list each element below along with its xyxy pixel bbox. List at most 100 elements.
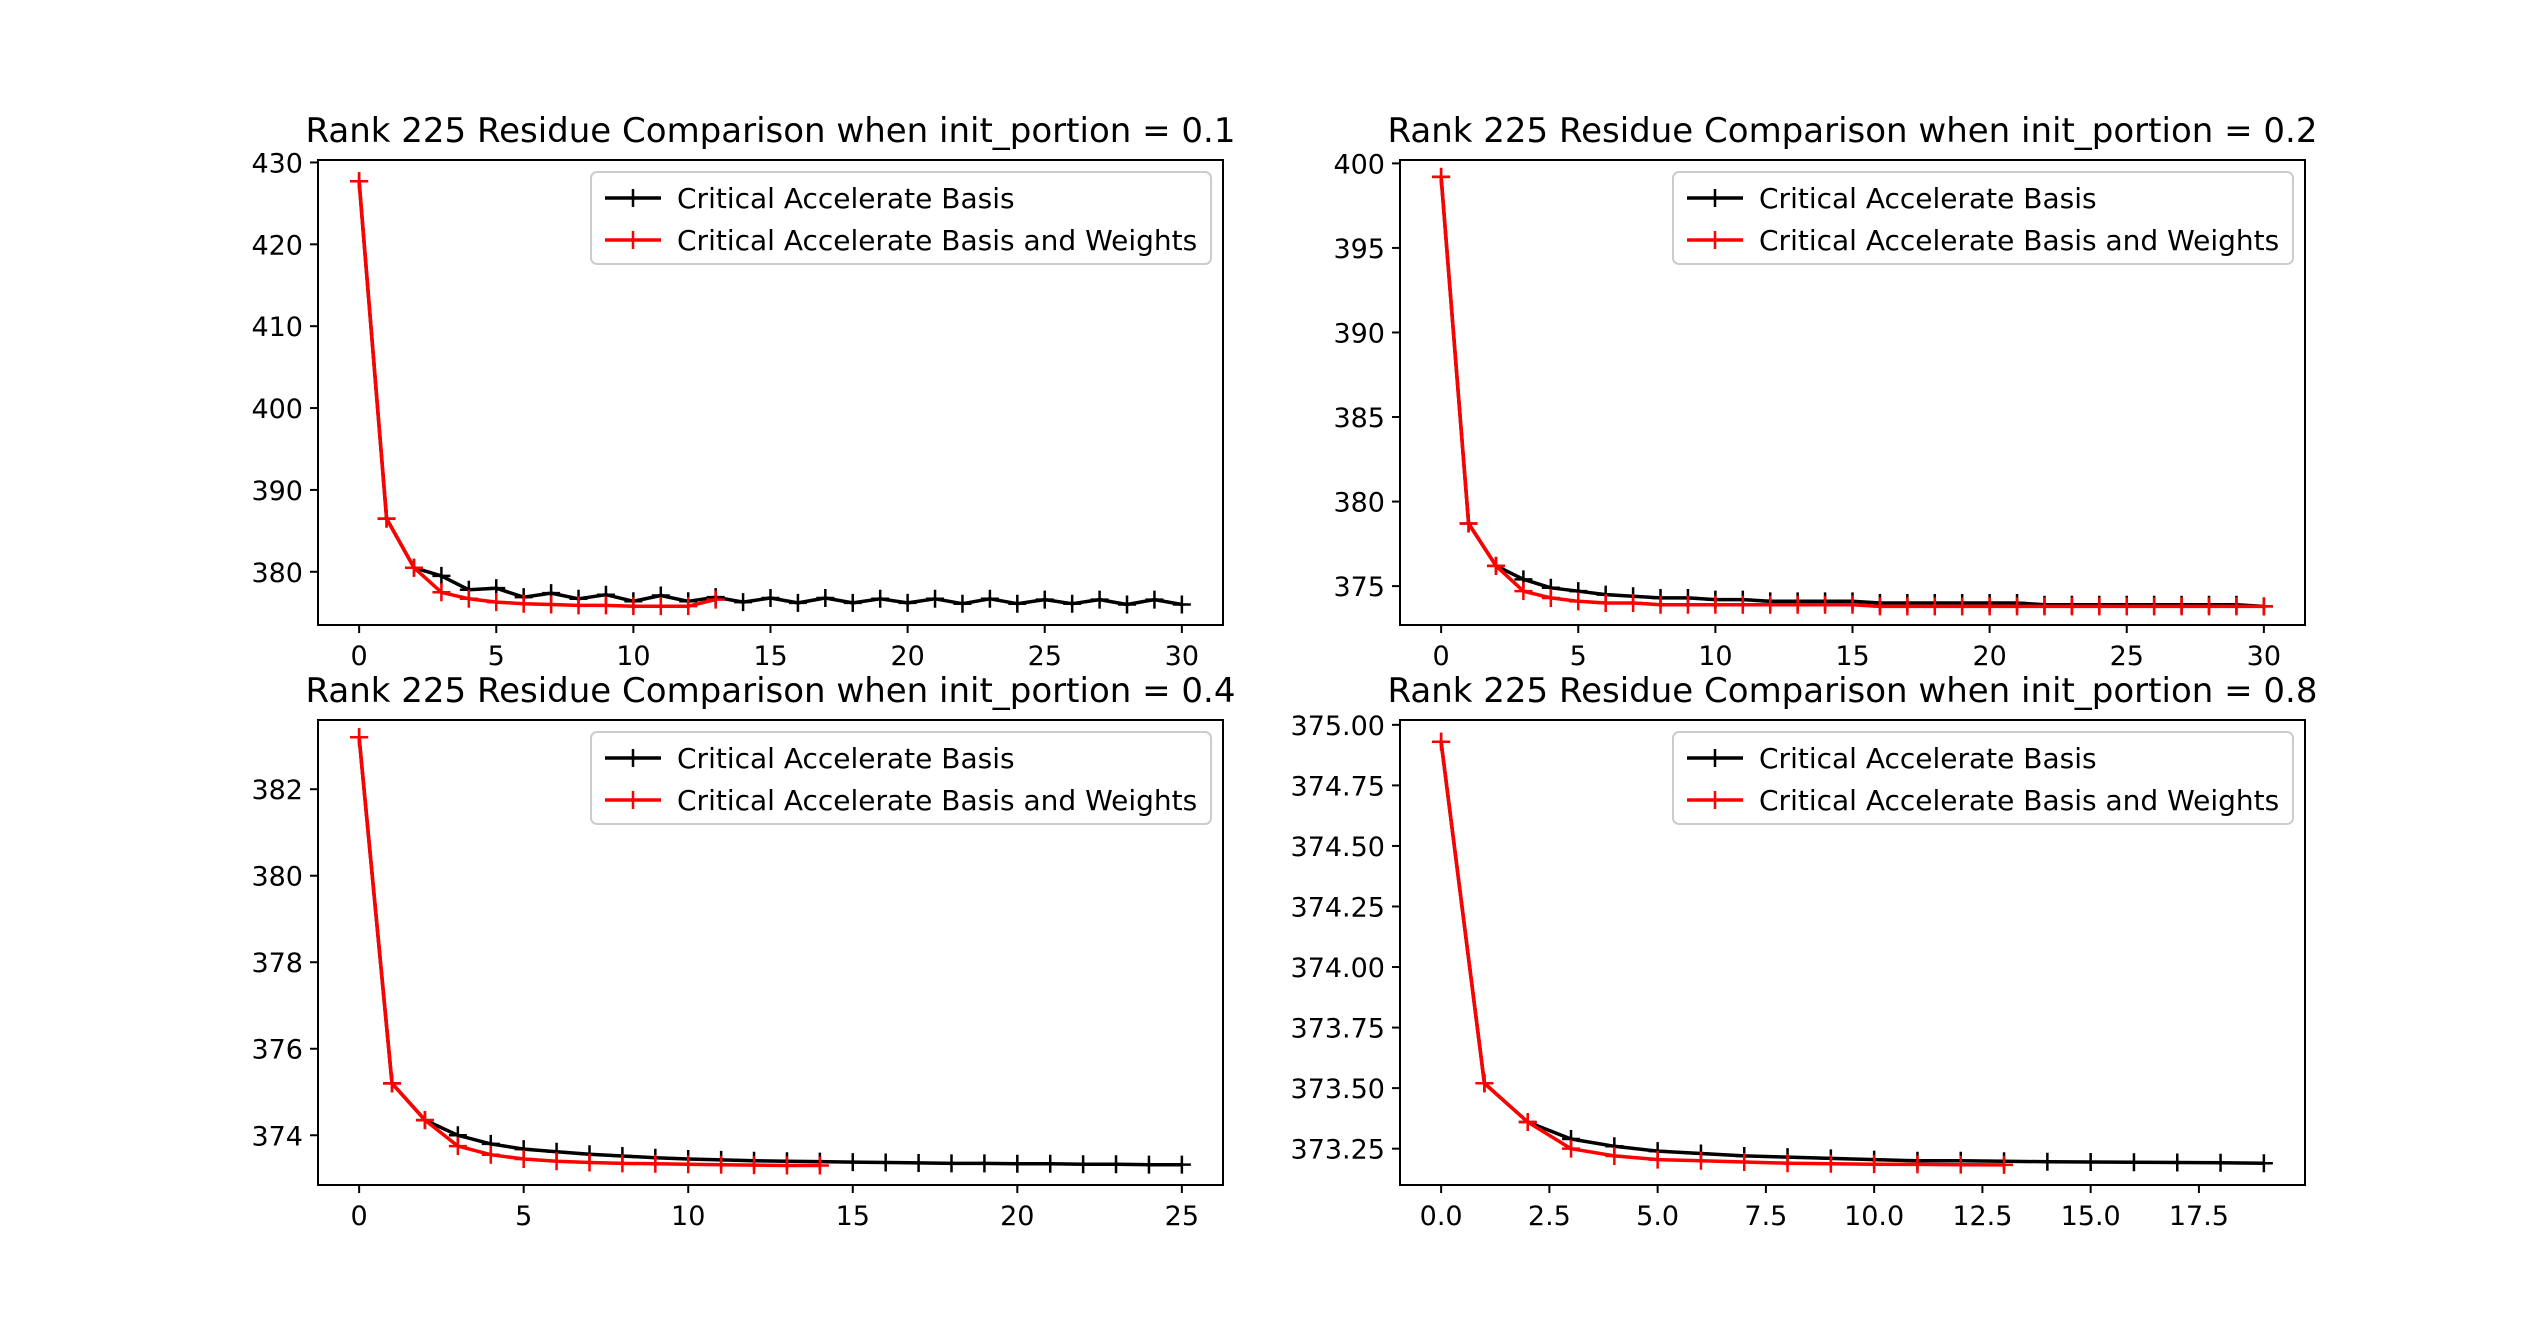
y-tick-label: 374 [251, 1121, 303, 1152]
data-point-marker [651, 597, 670, 616]
data-point-marker [1678, 595, 1697, 614]
data-point-marker [2090, 597, 2109, 616]
x-tick-label: 15 [1835, 641, 1869, 672]
data-point-marker [1706, 595, 1725, 614]
data-point-marker [1596, 594, 1615, 613]
data-point-marker [1041, 1154, 1060, 1173]
y-tick-label: 373.25 [1291, 1135, 1385, 1166]
data-point-marker [810, 1156, 829, 1175]
data-point-marker [514, 1150, 533, 1169]
data-point-marker [1432, 732, 1451, 751]
chart-title: Rank 225 Residue Comparison when init_po… [306, 671, 1236, 711]
data-point-marker [980, 589, 999, 608]
data-point-marker [871, 589, 890, 608]
data-point-marker [377, 509, 396, 528]
data-point-marker [1008, 594, 1027, 613]
legend: Critical Accelerate Basis Critical Accele… [590, 731, 1212, 825]
data-point-marker [2081, 1152, 2100, 1171]
data-point-marker [777, 1156, 796, 1175]
legend-label: Critical Accelerate Basis and Weights [1759, 224, 2279, 257]
data-point-marker [1733, 595, 1752, 614]
data-point-marker [481, 1145, 500, 1164]
y-tick-label: 382 [251, 775, 303, 806]
x-tick-label: 0 [1433, 641, 1450, 672]
data-point-marker [459, 589, 478, 608]
data-point-marker [2124, 1153, 2143, 1172]
data-point-marker [909, 1153, 928, 1172]
data-point-marker [1459, 514, 1478, 533]
legend-box [590, 731, 1212, 825]
x-tick-label: 25 [1028, 641, 1062, 672]
y-tick-label: 374.00 [1291, 953, 1385, 984]
x-tick-label: 15 [836, 1201, 870, 1232]
y-tick-label: 385 [1333, 403, 1385, 434]
data-point-marker [2062, 597, 2081, 616]
data-point-marker [1118, 595, 1137, 614]
legend-marker [624, 231, 642, 249]
y-tick-label: 400 [1333, 149, 1385, 180]
data-point-marker [816, 588, 835, 607]
y-tick-label: 400 [251, 394, 303, 425]
subplot-2: Rank 225 Residue Comparison when init_po… [1333, 111, 2317, 672]
y-tick-label: 375 [1333, 572, 1385, 603]
legend-marker [1706, 231, 1724, 249]
data-point-marker [432, 583, 451, 602]
data-point-marker [2227, 597, 2246, 616]
data-point-marker [1432, 167, 1451, 186]
data-point-marker [1518, 1113, 1537, 1132]
data-point-marker [1172, 1155, 1191, 1174]
data-point-marker [1925, 597, 1944, 616]
x-tick-label: 30 [1165, 641, 1199, 672]
data-point-marker [706, 590, 725, 609]
y-tick-label: 430 [251, 148, 303, 179]
data-point-marker [1735, 1152, 1754, 1171]
series-group [1432, 732, 2273, 1174]
x-tick-label: 5 [515, 1201, 532, 1232]
data-point-marker [876, 1153, 895, 1172]
chart-title: Rank 225 Residue Comparison when init_po… [1388, 111, 2318, 151]
data-point-marker [843, 593, 862, 612]
data-point-marker [2211, 1153, 2230, 1172]
data-point-marker [350, 728, 369, 747]
data-point-marker [679, 1155, 698, 1174]
data-point-marker [679, 597, 698, 616]
x-tick-label: 5.0 [1636, 1201, 1679, 1232]
data-point-marker [613, 1154, 632, 1173]
x-tick-label: 0 [351, 1201, 368, 1232]
legend: Critical Accelerate Basis Critical Accele… [1672, 731, 2294, 825]
data-point-marker [712, 1155, 731, 1174]
data-point-marker [1788, 595, 1807, 614]
x-tick-label: 25 [1165, 1201, 1199, 1232]
data-point-marker [1898, 597, 1917, 616]
data-point-marker [1995, 1155, 2014, 1174]
data-point-marker [1778, 1154, 1797, 1173]
legend-label: Critical Accelerate Basis and Weights [1759, 784, 2279, 817]
data-point-marker [350, 172, 369, 191]
data-point-marker [1691, 1151, 1710, 1170]
legend-marker [624, 791, 642, 809]
y-tick-label: 410 [251, 312, 303, 343]
data-point-marker [1843, 595, 1862, 614]
data-point-marker [953, 594, 972, 613]
x-tick-label: 10.0 [1844, 1201, 1904, 1232]
x-tick-label: 10 [616, 641, 650, 672]
data-point-marker [734, 593, 753, 612]
data-point-marker [2254, 597, 2273, 616]
legend-label: Critical Accelerate Basis [1759, 182, 2097, 215]
data-point-marker [432, 566, 451, 585]
y-tick-label: 420 [251, 230, 303, 261]
data-point-marker [1648, 1150, 1667, 1169]
data-point-marker [1541, 588, 1560, 607]
data-point-marker [2145, 597, 2164, 616]
data-point-marker [1821, 1154, 1840, 1173]
data-point-marker [1624, 594, 1643, 613]
x-tick-label: 15.0 [2061, 1201, 2121, 1232]
data-point-marker [596, 596, 615, 615]
data-point-marker [1980, 597, 1999, 616]
y-tick-label: 390 [251, 476, 303, 507]
y-tick-label: 380 [251, 862, 303, 893]
x-tick-label: 5 [488, 641, 505, 672]
data-point-marker [404, 558, 423, 577]
data-point-marker [2254, 1154, 2273, 1173]
data-point-marker [2172, 597, 2191, 616]
